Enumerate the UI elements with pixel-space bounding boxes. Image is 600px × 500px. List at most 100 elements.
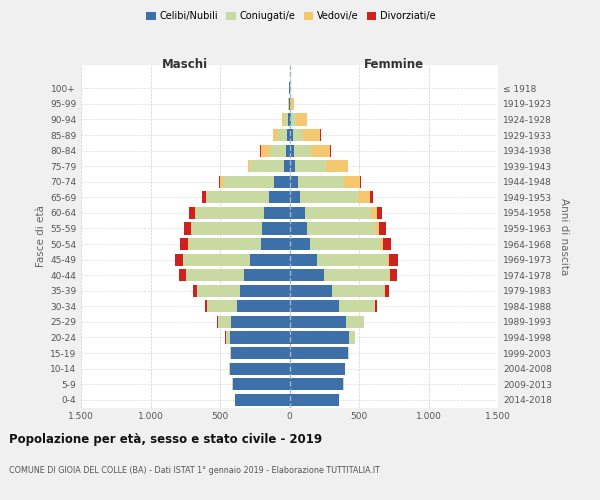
Text: Popolazione per età, sesso e stato civile - 2019: Popolazione per età, sesso e stato civil… <box>9 432 322 446</box>
Bar <box>375 300 377 312</box>
Bar <box>290 394 339 406</box>
Bar <box>390 269 397 281</box>
Bar <box>290 144 294 156</box>
Bar <box>298 176 344 188</box>
Bar <box>230 362 290 374</box>
Bar <box>332 284 385 297</box>
Bar <box>296 114 307 126</box>
Bar <box>290 160 295 172</box>
Bar <box>284 114 289 126</box>
Bar <box>286 144 290 156</box>
Bar <box>238 300 290 312</box>
Bar <box>290 238 310 250</box>
Legend: Celibi/Nubili, Coniugati/e, Vedovi/e, Divorziati/e: Celibi/Nubili, Coniugati/e, Vedovi/e, Di… <box>142 8 440 25</box>
Bar <box>183 254 250 266</box>
Bar <box>219 176 220 188</box>
Bar <box>205 300 207 312</box>
Bar <box>379 222 386 234</box>
Bar <box>270 144 286 156</box>
Bar <box>358 192 370 203</box>
Bar <box>290 222 307 234</box>
Bar <box>377 207 382 219</box>
Bar <box>218 316 231 328</box>
Bar <box>290 362 345 374</box>
Bar <box>175 254 182 266</box>
Bar <box>189 207 194 219</box>
Bar <box>233 378 290 390</box>
Bar <box>317 254 387 266</box>
Bar <box>380 238 383 250</box>
Bar <box>295 160 326 172</box>
Bar <box>189 238 261 250</box>
Bar <box>387 254 389 266</box>
Bar <box>360 176 361 188</box>
Y-axis label: Fasce di età: Fasce di età <box>36 206 46 267</box>
Bar <box>324 269 389 281</box>
Bar <box>197 284 240 297</box>
Bar <box>231 347 290 359</box>
Text: COMUNE DI GIOIA DEL COLLE (BA) - Dati ISTAT 1° gennaio 2019 - Elaborazione TUTTI: COMUNE DI GIOIA DEL COLLE (BA) - Dati IS… <box>9 466 380 475</box>
Bar <box>290 300 339 312</box>
Bar <box>291 114 296 126</box>
Bar <box>293 129 303 141</box>
Bar <box>326 160 347 172</box>
Bar <box>311 144 330 156</box>
Bar <box>290 176 298 188</box>
Bar <box>230 332 290 344</box>
Bar <box>282 114 284 126</box>
Bar <box>290 284 332 297</box>
Bar <box>290 114 291 126</box>
Bar <box>305 207 371 219</box>
Bar <box>303 129 320 141</box>
Bar <box>290 316 346 328</box>
Bar <box>208 300 238 312</box>
Bar <box>193 284 197 297</box>
Bar <box>290 347 347 359</box>
Bar <box>188 238 189 250</box>
Bar <box>375 222 379 234</box>
Bar <box>180 238 188 250</box>
Bar <box>186 269 244 281</box>
Bar <box>261 238 290 250</box>
Bar <box>231 316 290 328</box>
Bar <box>206 192 208 203</box>
Bar <box>290 254 317 266</box>
Bar <box>383 238 391 250</box>
Text: Femmine: Femmine <box>364 58 424 71</box>
Bar <box>301 192 358 203</box>
Bar <box>290 207 305 219</box>
Bar <box>307 222 375 234</box>
Bar <box>287 129 290 141</box>
Bar <box>347 347 349 359</box>
Bar <box>269 192 290 203</box>
Bar <box>289 114 290 126</box>
Bar <box>244 269 290 281</box>
Bar <box>261 144 270 156</box>
Y-axis label: Anni di nascita: Anni di nascita <box>559 198 569 275</box>
Bar <box>294 144 311 156</box>
Bar <box>290 332 349 344</box>
Bar <box>196 207 264 219</box>
Bar <box>248 160 250 172</box>
Bar <box>371 207 377 219</box>
Bar <box>250 160 284 172</box>
Bar <box>290 98 291 110</box>
Bar <box>208 192 269 203</box>
Bar <box>290 129 293 141</box>
Bar <box>223 176 274 188</box>
Bar <box>240 284 290 297</box>
Bar <box>262 222 290 234</box>
Bar <box>250 254 290 266</box>
Bar <box>179 269 185 281</box>
Bar <box>370 192 373 203</box>
Bar <box>389 269 390 281</box>
Bar <box>284 160 290 172</box>
Bar <box>389 254 398 266</box>
Bar <box>235 394 290 406</box>
Bar <box>290 378 343 390</box>
Bar <box>310 238 380 250</box>
Bar <box>273 129 278 141</box>
Bar <box>194 207 196 219</box>
Bar <box>385 284 389 297</box>
Bar <box>291 98 294 110</box>
